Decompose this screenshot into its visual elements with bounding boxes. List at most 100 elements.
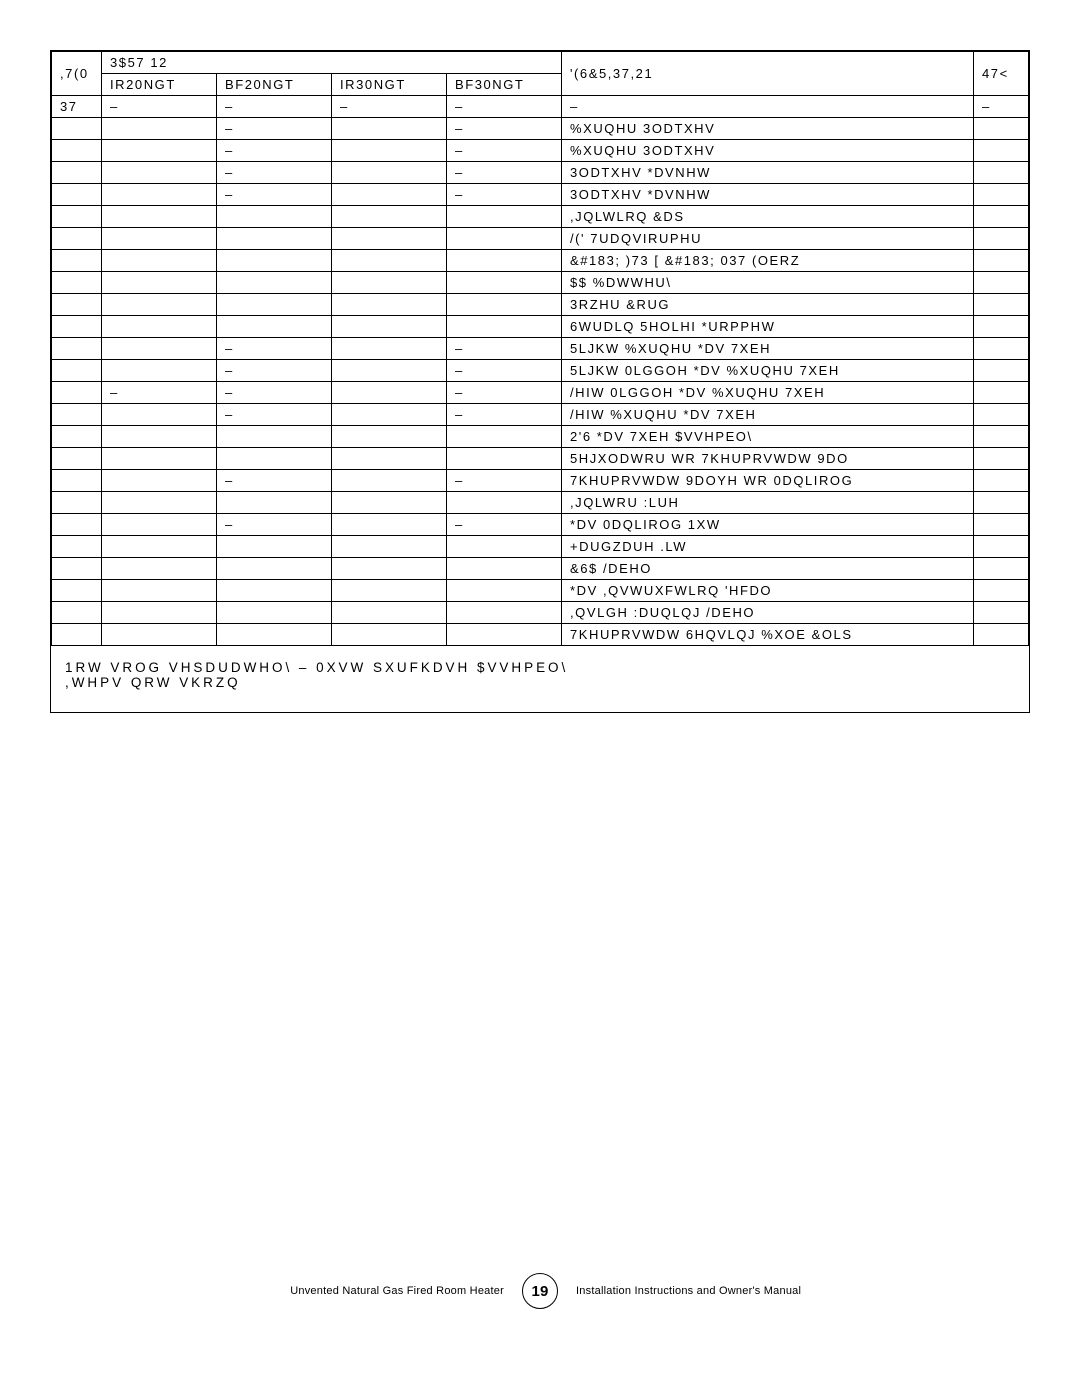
cell-qty [974, 404, 1029, 426]
table-row: &6$ /DEHO [52, 558, 1029, 580]
cell-item [52, 514, 102, 536]
parts-table: ,7(0 3$57 12 '(6&5,37,21 47< IR20NGT BF2… [51, 51, 1029, 646]
cell-m4: – [447, 514, 562, 536]
cell-qty [974, 558, 1029, 580]
cell-m1: – [102, 96, 217, 118]
hdr-model-3: IR30NGT [332, 74, 447, 96]
cell-m3 [332, 184, 447, 206]
cell-qty [974, 184, 1029, 206]
cell-m1 [102, 514, 217, 536]
cell-m1 [102, 184, 217, 206]
cell-desc: *DV ,QVWUXFWLRQ 'HFDO [562, 580, 974, 602]
cell-m2 [217, 580, 332, 602]
cell-m1 [102, 558, 217, 580]
cell-qty [974, 536, 1029, 558]
cell-m1 [102, 624, 217, 646]
cell-m4 [447, 580, 562, 602]
cell-item [52, 558, 102, 580]
table-row: ,JQLWLRQ &DS [52, 206, 1029, 228]
cell-desc: 3ODTXHV *DVNHW [562, 162, 974, 184]
cell-qty [974, 514, 1029, 536]
cell-m4 [447, 624, 562, 646]
cell-m4 [447, 558, 562, 580]
cell-qty [974, 382, 1029, 404]
cell-desc: 2'6 *DV 7XEH $VVHPEO\ [562, 426, 974, 448]
cell-item [52, 492, 102, 514]
table-row: /(' 7UDQVIRUPHU [52, 228, 1029, 250]
cell-m4 [447, 294, 562, 316]
cell-m1 [102, 536, 217, 558]
cell-m3 [332, 624, 447, 646]
cell-m4 [447, 536, 562, 558]
table-row: 37–––––– [52, 96, 1029, 118]
table-row: ,QVLGH :DUQLQJ /DEHO [52, 602, 1029, 624]
footer-right-text: Installation Instructions and Owner's Ma… [576, 1285, 1030, 1297]
cell-m3 [332, 294, 447, 316]
cell-qty [974, 140, 1029, 162]
cell-qty [974, 492, 1029, 514]
cell-m2 [217, 294, 332, 316]
cell-qty [974, 338, 1029, 360]
cell-qty: – [974, 96, 1029, 118]
cell-item [52, 360, 102, 382]
cell-desc: %XUQHU 3ODTXHV [562, 140, 974, 162]
cell-m4 [447, 206, 562, 228]
cell-desc: $$ %DWWHU\ [562, 272, 974, 294]
table-row: +DUGZDUH .LW [52, 536, 1029, 558]
cell-desc: *DV 0DQLIROG 1XW [562, 514, 974, 536]
footnote-line-1: 1RW VROG VHSDUDWHO\ – 0XVW SXUFKDVH $VVH… [65, 660, 1015, 675]
table-row: 2'6 *DV 7XEH $VVHPEO\ [52, 426, 1029, 448]
cell-m2 [217, 272, 332, 294]
cell-m2: – [217, 96, 332, 118]
cell-m1 [102, 360, 217, 382]
cell-item [52, 536, 102, 558]
cell-m1 [102, 294, 217, 316]
cell-m3 [332, 602, 447, 624]
cell-m4: – [447, 338, 562, 360]
cell-m1 [102, 140, 217, 162]
cell-desc: 5LJKW %XUQHU *DV 7XEH [562, 338, 974, 360]
cell-m4: – [447, 360, 562, 382]
cell-m2: – [217, 338, 332, 360]
cell-item [52, 272, 102, 294]
cell-m4: – [447, 404, 562, 426]
page-number-circle: 19 [522, 1273, 558, 1309]
cell-item: 37 [52, 96, 102, 118]
cell-m2: – [217, 404, 332, 426]
cell-m4 [447, 250, 562, 272]
cell-m3 [332, 250, 447, 272]
cell-item [52, 580, 102, 602]
table-row: ––7KHUPRVWDW 9DOYH WR 0DQLIROG [52, 470, 1029, 492]
cell-desc: 7KHUPRVWDW 9DOYH WR 0DQLIROG [562, 470, 974, 492]
cell-m3 [332, 206, 447, 228]
cell-m3 [332, 140, 447, 162]
cell-m2 [217, 492, 332, 514]
cell-item [52, 338, 102, 360]
cell-m1 [102, 404, 217, 426]
cell-qty [974, 294, 1029, 316]
cell-m1 [102, 228, 217, 250]
table-row: ––%XUQHU 3ODTXHV [52, 140, 1029, 162]
cell-m3 [332, 360, 447, 382]
cell-desc: 3RZHU &RUG [562, 294, 974, 316]
cell-item [52, 426, 102, 448]
table-row: 6WUDLQ 5HOLHI *URPPHW [52, 316, 1029, 338]
cell-m1 [102, 272, 217, 294]
cell-m3 [332, 338, 447, 360]
cell-qty [974, 118, 1029, 140]
cell-m2: – [217, 360, 332, 382]
cell-desc: ,QVLGH :DUQLQJ /DEHO [562, 602, 974, 624]
cell-desc: 6WUDLQ 5HOLHI *URPPHW [562, 316, 974, 338]
cell-m2: – [217, 140, 332, 162]
cell-m3 [332, 426, 447, 448]
header-row-1: ,7(0 3$57 12 '(6&5,37,21 47< [52, 52, 1029, 74]
cell-item [52, 162, 102, 184]
table-row: ––/HIW %XUQHU *DV 7XEH [52, 404, 1029, 426]
cell-item [52, 294, 102, 316]
hdr-qty: 47< [974, 52, 1029, 96]
cell-m1 [102, 580, 217, 602]
cell-m1 [102, 316, 217, 338]
cell-desc: &6$ /DEHO [562, 558, 974, 580]
cell-m3: – [332, 96, 447, 118]
cell-item [52, 250, 102, 272]
